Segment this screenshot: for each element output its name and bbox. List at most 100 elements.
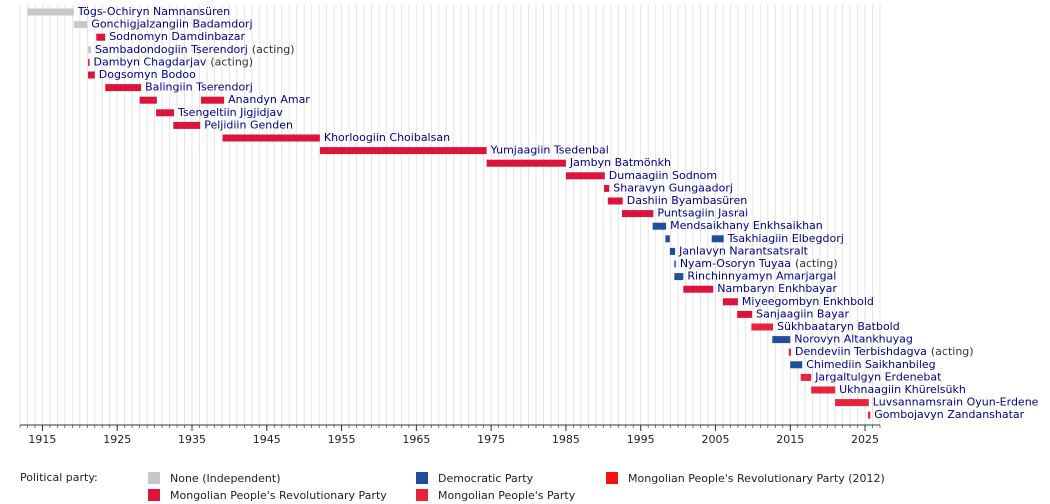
person-label: Nyam-Osoryn Tuyaa (acting) (680, 257, 838, 270)
person-name: Mendsaikhany Enkhsaikhan (670, 219, 823, 232)
person-name: Norovyn Altankhuyag (794, 333, 913, 346)
term-bar (835, 399, 869, 407)
person-name: Yumjaagiin Tsedenbal (490, 144, 609, 157)
x-tick-label: 1995 (627, 433, 655, 446)
legend-label: None (Independent) (170, 472, 281, 485)
person-label: Dashiin Byambasüren (627, 194, 747, 207)
acting-note: (acting) (252, 43, 295, 56)
person-label: Chimediin Saikhanbileg (806, 358, 935, 371)
person-name: Sanjaagiin Bayar (756, 307, 849, 320)
person-label: Dumaagiin Sodnom (609, 169, 717, 182)
term-bar (27, 8, 74, 16)
person-name: Sükhbaataryn Batbold (777, 320, 900, 333)
person-name: Balingiin Tserendorj (145, 81, 253, 94)
legend-label: Mongolian People's Party (438, 489, 576, 502)
person-name: Nyam-Osoryn Tuyaa (680, 257, 791, 270)
x-tick-label: 1955 (328, 433, 356, 446)
x-tick-label: 1935 (178, 433, 206, 446)
person-name: Chimediin Saikhanbileg (806, 358, 935, 371)
person-name: Dogsomyn Bodoo (99, 68, 196, 81)
person-name: Dumaagiin Sodnom (609, 169, 717, 182)
person-name: Gombojavyn Zandanshatar (874, 408, 1024, 421)
term-bar (88, 71, 95, 79)
term-bar (73, 21, 88, 29)
term-bar (652, 222, 667, 230)
term-bar (683, 285, 714, 293)
person-label: Puntsagiin Jasrai (657, 207, 748, 220)
x-tick-label: 1985 (552, 433, 580, 446)
term-bar (751, 323, 774, 331)
person-label: Dambyn Chagdarjav (acting) (94, 55, 254, 68)
person-name: Nambaryn Enkhbayar (717, 282, 837, 295)
term-bar (319, 147, 487, 155)
term-bar (156, 109, 175, 117)
person-name: Miyeegombyn Enkhbold (742, 295, 874, 308)
person-label: Balingiin Tserendorj (145, 81, 253, 94)
person-label: Gombojavyn Zandanshatar (874, 408, 1024, 421)
person-label: Gonchigjalzangiin Badamdorj (91, 18, 252, 31)
legend-swatch (416, 489, 428, 501)
acting-note: (acting) (931, 345, 974, 358)
person-label: Ukhnaagiin Khürelsükh (839, 383, 966, 396)
term-bar (669, 247, 676, 255)
term-bar (139, 96, 157, 104)
term-bar (674, 260, 676, 268)
person-label: Sükhbaataryn Batbold (777, 320, 900, 333)
person-name: Sharavyn Gungaadorj (613, 181, 733, 194)
term-bar (790, 361, 803, 369)
person-name: Tögs-Ochiryn Namnansüren (77, 5, 230, 18)
person-label: Tögs-Ochiryn Namnansüren (77, 5, 230, 18)
legend-swatch (416, 472, 428, 484)
x-tick-label: 2005 (701, 433, 729, 446)
term-bar (222, 134, 320, 142)
term-bar (486, 159, 566, 167)
person-name: Luvsannamsrain Oyun-Erdene (873, 396, 1039, 409)
person-name: Puntsagiin Jasrai (657, 207, 748, 220)
acting-note: (acting) (210, 55, 253, 68)
term-bar (788, 348, 792, 356)
term-bar (674, 273, 684, 281)
person-label: Tsakhiagiin Elbegdorj (727, 232, 844, 245)
person-name: Jargaltulgyn Erdenebat (814, 370, 942, 383)
x-tick-label: 1915 (28, 433, 56, 446)
person-label: Tsengeltiin Jigjidjav (177, 106, 283, 119)
term-bar (772, 336, 791, 344)
person-label: Yumjaagiin Tsedenbal (490, 144, 609, 157)
acting-note: (acting) (795, 257, 838, 270)
person-label: Khorloogiin Choibalsan (324, 131, 450, 144)
person-name: Peljidiin Genden (204, 118, 293, 131)
x-tick-label: 2025 (851, 433, 879, 446)
legend-title: Political party: (20, 471, 98, 484)
person-label: Mendsaikhany Enkhsaikhan (670, 219, 823, 232)
legend-label: Mongolian People's Revolutionary Party (… (628, 472, 885, 485)
person-name: Ukhnaagiin Khürelsükh (839, 383, 966, 396)
person-label: Peljidiin Genden (204, 118, 293, 131)
person-label: Norovyn Altankhuyag (794, 333, 913, 346)
term-bar (800, 373, 812, 381)
person-label: Sambadondogiin Tserendorj (acting) (95, 43, 295, 56)
term-bar (607, 197, 623, 205)
term-bar (737, 310, 753, 318)
person-label: Sodnomyn Damdinbazar (109, 30, 245, 43)
legend-swatch (606, 472, 618, 484)
person-label: Sharavyn Gungaadorj (613, 181, 733, 194)
person-label: Miyeegombyn Enkhbold (742, 295, 874, 308)
term-bar (711, 235, 724, 243)
term-bar (88, 46, 92, 54)
term-bar (105, 84, 142, 92)
legend-label: Democratic Party (438, 472, 534, 485)
person-label: Janlavyn Narantsatsralt (678, 244, 809, 257)
person-name: Janlavyn Narantsatsralt (678, 244, 809, 257)
x-tick-label: 1925 (103, 433, 131, 446)
term-bar (665, 235, 670, 243)
person-name: Tsakhiagiin Elbegdorj (727, 232, 844, 245)
person-name: Anandyn Amar (228, 93, 310, 106)
person-name: Khorloogiin Choibalsan (324, 131, 450, 144)
person-label: Luvsannamsrain Oyun-Erdene (873, 396, 1039, 409)
person-name: Sambadondogiin Tserendorj (95, 43, 248, 56)
x-tick-label: 1945 (253, 433, 281, 446)
person-label: Sanjaagiin Bayar (756, 307, 849, 320)
person-name: Dashiin Byambasüren (627, 194, 747, 207)
